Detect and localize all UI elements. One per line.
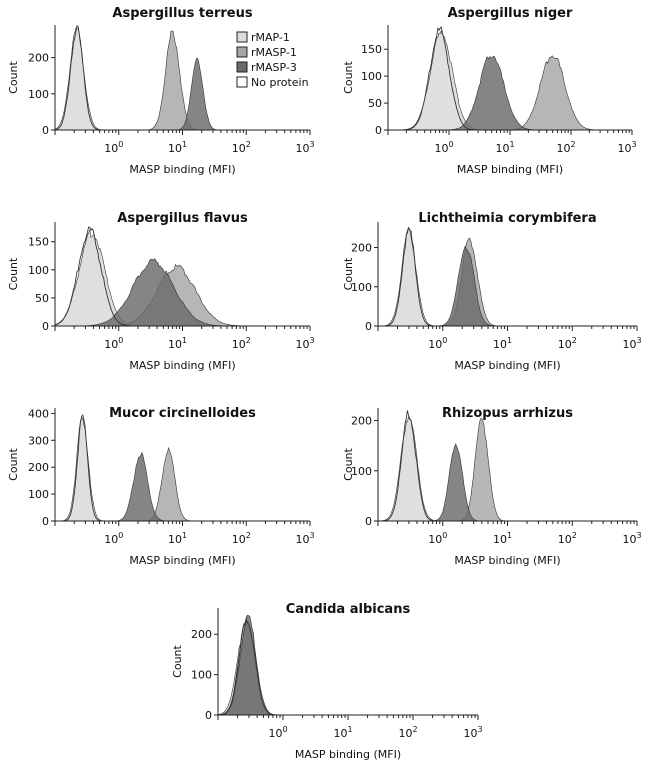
y-tick-label: 0 (205, 709, 212, 722)
x-tick-label: 100 (434, 140, 453, 155)
x-axis-label: MASP binding (MFI) (129, 359, 235, 372)
y-tick-label: 50 (368, 97, 382, 110)
x-tick-label: 101 (493, 336, 512, 351)
x-tick-label: 100 (428, 531, 447, 546)
y-tick-label: 150 (361, 43, 382, 56)
y-tick-label: 100 (191, 669, 212, 682)
x-tick-label: 103 (295, 336, 314, 351)
x-axis-label: MASP binding (MFI) (454, 554, 560, 567)
panel-lichtheimia-corymbifera: 0 100 200 100 101 102 103 MASP binding (MFI) Cou… (342, 211, 642, 372)
histogram-rmap-1 (378, 227, 637, 327)
x-tick-label: 102 (558, 336, 577, 351)
panel-candida-albicans: 0 100 200 100 101 102 103 MASP binding (MFI) Cou… (171, 602, 483, 761)
x-tick-label: 103 (622, 531, 641, 546)
y-tick-label: 200 (28, 461, 49, 474)
panel-title: Rhizopus arrhizus (442, 406, 573, 421)
y-tick-label: 100 (28, 488, 49, 501)
x-tick-label: 102 (558, 531, 577, 546)
x-tick-label: 102 (398, 725, 417, 740)
x-tick-label: 103 (617, 140, 636, 155)
x-axis-label: MASP binding (MFI) (129, 163, 235, 176)
y-tick-label: 0 (42, 320, 49, 333)
y-tick-label: 0 (42, 124, 49, 137)
y-tick-label: 0 (375, 124, 382, 137)
y-axis-label: Count (342, 257, 355, 290)
x-tick-label: 102 (232, 140, 251, 155)
x-axis-label: MASP binding (MFI) (129, 554, 235, 567)
y-tick-label: 0 (42, 515, 49, 528)
panel-mucor-circinelloides: 0 100 200 300 400 100 101 102 103 MASP binding (M… (7, 406, 315, 567)
y-axis-label: Count (171, 644, 184, 677)
histogram-rmap-1 (55, 418, 310, 522)
x-tick-label: 103 (295, 140, 314, 155)
y-tick-label: 0 (365, 515, 372, 528)
legend-label: rMAP-1 (251, 31, 290, 44)
y-axis-label: Count (342, 60, 355, 93)
x-tick-label: 101 (495, 140, 514, 155)
x-tick-label: 101 (168, 140, 187, 155)
legend-label: rMASP-3 (251, 61, 297, 74)
histogram-rmasp-3 (217, 614, 478, 716)
panel-rhizopus-arrhizus: 0 100 200 100 101 102 103 MASP binding (MFI) Cou… (342, 406, 642, 567)
panel-title: Mucor circinelloides (109, 406, 256, 421)
x-tick-label: 100 (268, 725, 287, 740)
panel-title: Candida albicans (286, 602, 411, 617)
x-tick-label: 101 (333, 725, 352, 740)
x-tick-label: 103 (295, 531, 314, 546)
legend-swatch (236, 31, 248, 43)
x-tick-label: 101 (168, 336, 187, 351)
legend: rMAP-1 rMASP-1 rMASP-3 No protein (236, 31, 309, 89)
y-tick-label: 400 (28, 407, 49, 420)
x-axis-label: MASP binding (MFI) (457, 163, 563, 176)
x-tick-label: 100 (104, 140, 123, 155)
x-tick-label: 100 (428, 336, 447, 351)
y-axis-label: Count (342, 447, 355, 480)
x-axis-label: MASP binding (MFI) (295, 748, 401, 761)
x-tick-label: 102 (232, 531, 251, 546)
y-tick-label: 200 (351, 242, 372, 255)
panel-title: Aspergillus niger (448, 6, 573, 21)
y-tick-label: 100 (361, 70, 382, 83)
x-tick-label: 101 (493, 531, 512, 546)
legend-swatch (236, 76, 248, 88)
panel-title: Lichtheimia corymbifera (418, 211, 596, 226)
x-tick-label: 102 (556, 140, 575, 155)
panel-title: Aspergillus terreus (112, 6, 252, 21)
histogram-rmap-1 (377, 415, 637, 522)
y-tick-label: 0 (365, 320, 372, 333)
panel-aspergillus-niger: 0 50 100 150 100 101 102 103 MASP binding (MFI) C… (342, 6, 637, 176)
x-tick-label: 103 (463, 725, 482, 740)
panel-aspergillus-flavus: 0 50 100 150 100 101 102 103 MASP binding (MFI) C… (7, 211, 315, 372)
y-axis-label: Count (7, 447, 20, 480)
legend-swatch (236, 61, 248, 73)
y-tick-label: 100 (351, 465, 372, 478)
panel-title: Aspergillus flavus (117, 211, 248, 226)
x-tick-label: 100 (104, 531, 123, 546)
legend-label: No protein (251, 76, 309, 89)
y-tick-label: 200 (351, 415, 372, 428)
y-tick-label: 100 (351, 281, 372, 294)
legend-label: rMASP-1 (251, 46, 297, 59)
y-tick-label: 50 (35, 292, 49, 305)
y-tick-label: 200 (191, 628, 212, 641)
x-tick-label: 103 (622, 336, 641, 351)
y-tick-label: 100 (28, 264, 49, 277)
x-tick-label: 100 (104, 336, 123, 351)
x-tick-label: 102 (232, 336, 251, 351)
x-tick-label: 101 (168, 531, 187, 546)
x-axis-label: MASP binding (MFI) (454, 359, 560, 372)
panel-aspergillus-terreus: 0 100 200 100 101 102 103 MASP binding (MFI) Cou… (7, 6, 315, 176)
y-tick-label: 200 (28, 52, 49, 65)
y-axis-label: Count (7, 257, 20, 290)
y-tick-label: 150 (28, 236, 49, 249)
legend-swatch (236, 46, 248, 58)
y-axis-label: Count (7, 60, 20, 93)
y-tick-label: 300 (28, 434, 49, 447)
y-tick-label: 100 (28, 88, 49, 101)
